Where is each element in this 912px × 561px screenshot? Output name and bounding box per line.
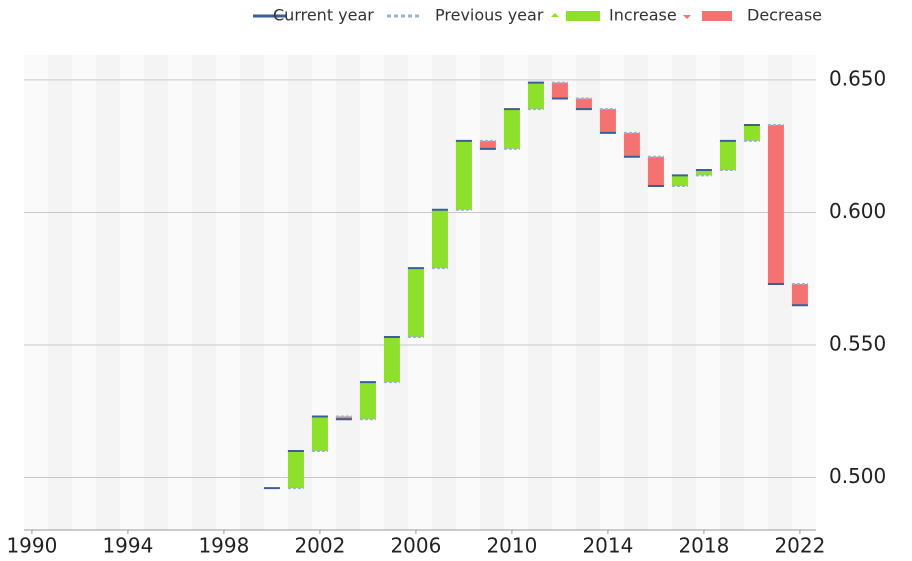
x-tick-label: 1994 xyxy=(102,534,153,558)
x-tick-label: 2014 xyxy=(582,534,633,558)
x-tick-label: 2022 xyxy=(774,534,825,558)
band xyxy=(696,55,720,530)
change-bar xyxy=(335,416,352,420)
legend-label: Previous year xyxy=(435,6,544,25)
change-bar xyxy=(551,82,568,99)
band xyxy=(600,55,624,530)
band xyxy=(264,55,288,530)
change-bar xyxy=(719,140,736,171)
change-bar xyxy=(455,140,472,210)
legend-label: Current year xyxy=(273,6,374,25)
change-bar xyxy=(287,451,304,489)
change-bar xyxy=(671,175,688,186)
legend-swatch xyxy=(551,13,559,17)
band xyxy=(168,55,192,530)
band xyxy=(360,55,384,530)
change-bar xyxy=(527,82,544,110)
y-tick-label: 0.650 xyxy=(829,66,886,90)
legend-swatch xyxy=(566,11,600,21)
y-tick-label: 0.600 xyxy=(829,199,886,223)
legend-swatch xyxy=(683,15,691,19)
band xyxy=(216,55,240,530)
x-tick-label: 1990 xyxy=(6,534,57,558)
x-tick-label: 2006 xyxy=(390,534,441,558)
change-bar xyxy=(599,109,616,133)
band xyxy=(552,55,576,530)
x-tick-label: 2010 xyxy=(486,534,537,558)
change-bar xyxy=(431,209,448,269)
change-bar xyxy=(575,98,592,110)
change-bar xyxy=(623,132,640,157)
legend-swatch xyxy=(702,11,732,21)
change-bar xyxy=(311,416,328,452)
band xyxy=(648,55,672,530)
x-tick-label: 2018 xyxy=(678,534,729,558)
x-tick-label: 2002 xyxy=(294,534,345,558)
x-tick-label: 1998 xyxy=(198,534,249,558)
change-bar xyxy=(359,382,376,420)
change-bar xyxy=(503,109,520,149)
change-bar xyxy=(791,284,808,306)
band xyxy=(456,55,480,530)
legend-label: Increase xyxy=(609,6,677,25)
change-bar xyxy=(383,337,400,383)
change-bar xyxy=(479,140,496,149)
band xyxy=(72,55,96,530)
band xyxy=(120,55,144,530)
change-bar xyxy=(743,124,760,141)
band xyxy=(24,55,48,530)
legend-label: Decrease xyxy=(747,6,822,25)
change-bar xyxy=(767,124,784,285)
change-bar xyxy=(647,156,664,186)
change-bar xyxy=(695,170,712,176)
band xyxy=(312,55,336,530)
y-tick-label: 0.550 xyxy=(829,331,886,355)
change-bar xyxy=(407,268,424,338)
y-tick-label: 0.500 xyxy=(829,464,886,488)
